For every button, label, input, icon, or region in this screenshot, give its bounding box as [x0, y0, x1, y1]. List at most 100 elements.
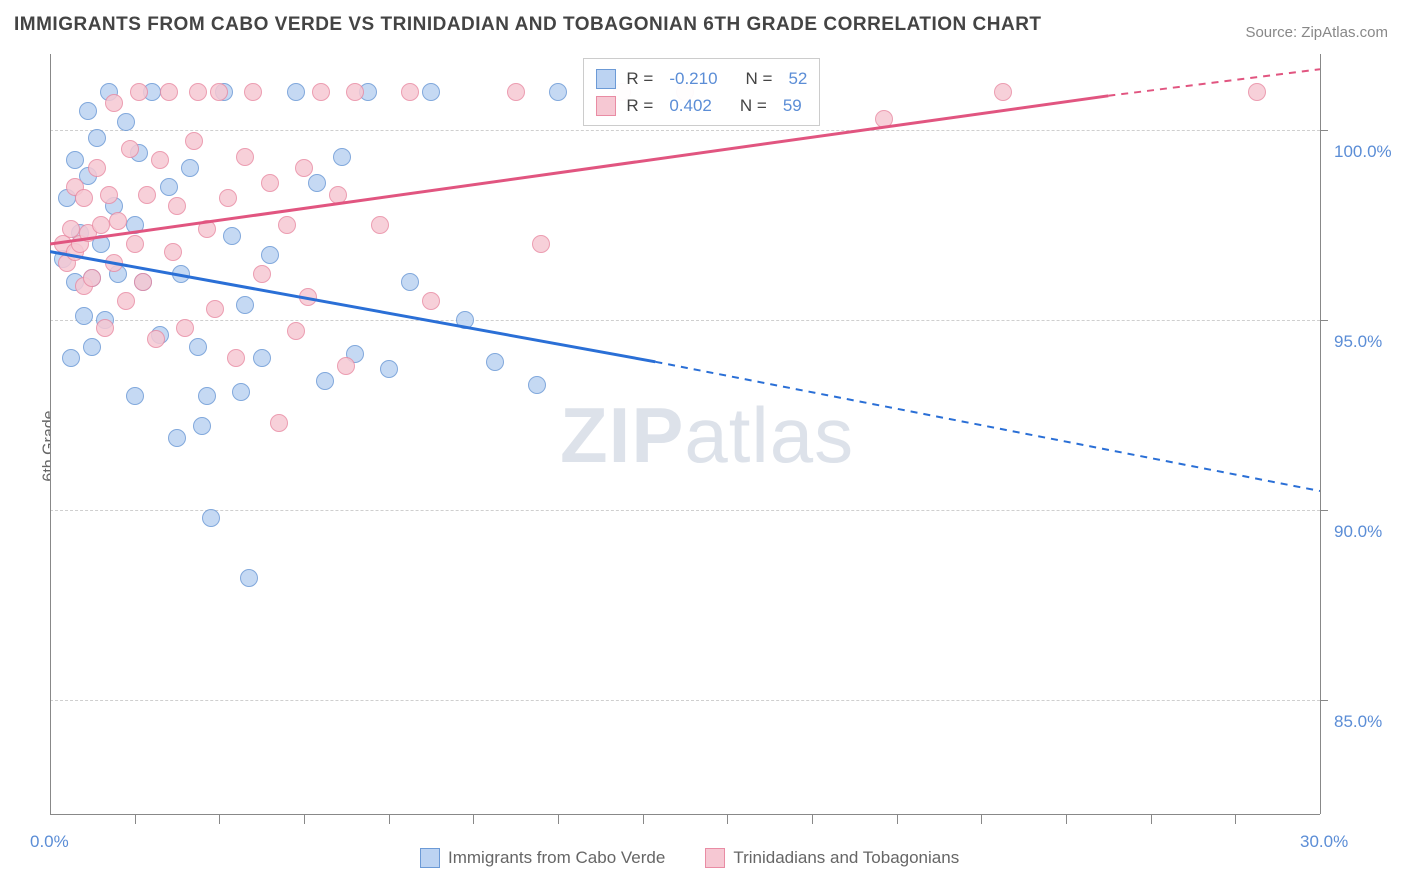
- y-tick-label: 85.0%: [1334, 712, 1382, 732]
- scatter-point: [287, 83, 305, 101]
- x-tick: [1066, 814, 1067, 824]
- scatter-point: [138, 186, 156, 204]
- legend-r-value: 0.402: [669, 92, 712, 119]
- scatter-point: [134, 273, 152, 291]
- gridline: [50, 510, 1320, 511]
- correlation-legend: R = -0.210N = 52R = 0.402 N = 59: [583, 58, 820, 126]
- x-tick: [897, 814, 898, 824]
- legend-n-value: 52: [788, 65, 807, 92]
- scatter-point: [261, 174, 279, 192]
- scatter-point: [371, 216, 389, 234]
- legend-row: R = -0.210N = 52: [596, 65, 807, 92]
- x-tick: [727, 814, 728, 824]
- scatter-point: [422, 292, 440, 310]
- source-attribution: Source: ZipAtlas.com: [1245, 24, 1388, 41]
- plot-area: 85.0%90.0%95.0%100.0%0.0%30.0%: [50, 54, 1320, 814]
- scatter-point: [109, 212, 127, 230]
- y-tick: [1320, 130, 1328, 131]
- scatter-point: [117, 292, 135, 310]
- scatter-point: [75, 307, 93, 325]
- scatter-point: [185, 132, 203, 150]
- x-tick: [135, 814, 136, 824]
- scatter-point: [875, 110, 893, 128]
- scatter-point: [126, 216, 144, 234]
- legend-n-label: N =: [746, 65, 773, 92]
- scatter-point: [189, 338, 207, 356]
- x-axis: [50, 814, 1320, 815]
- legend-r-label: R =: [626, 92, 653, 119]
- x-tick: [1235, 814, 1236, 824]
- scatter-point: [100, 186, 118, 204]
- y-tick-label: 95.0%: [1334, 332, 1382, 352]
- scatter-point: [223, 227, 241, 245]
- scatter-point: [244, 83, 262, 101]
- scatter-point: [528, 376, 546, 394]
- scatter-point: [422, 83, 440, 101]
- y-tick: [1320, 510, 1328, 511]
- scatter-point: [236, 148, 254, 166]
- scatter-point: [75, 189, 93, 207]
- scatter-point: [337, 357, 355, 375]
- legend-swatch: [705, 848, 725, 868]
- scatter-point: [79, 102, 97, 120]
- scatter-point: [253, 265, 271, 283]
- scatter-point: [380, 360, 398, 378]
- scatter-point: [401, 83, 419, 101]
- scatter-point: [126, 235, 144, 253]
- scatter-point: [202, 509, 220, 527]
- scatter-point: [308, 174, 326, 192]
- scatter-point: [227, 349, 245, 367]
- legend-n-label: N =: [740, 92, 767, 119]
- scatter-point: [346, 83, 364, 101]
- scatter-point: [507, 83, 525, 101]
- chart-container: IMMIGRANTS FROM CABO VERDE VS TRINIDADIA…: [0, 0, 1406, 892]
- legend-r-label: R =: [626, 65, 653, 92]
- scatter-point: [130, 83, 148, 101]
- scatter-point: [172, 265, 190, 283]
- scatter-point: [295, 159, 313, 177]
- scatter-point: [333, 148, 351, 166]
- scatter-point: [329, 186, 347, 204]
- scatter-point: [105, 94, 123, 112]
- scatter-point: [168, 197, 186, 215]
- x-tick-label: 30.0%: [1300, 832, 1348, 852]
- scatter-point: [121, 140, 139, 158]
- legend-swatch: [420, 848, 440, 868]
- scatter-point: [232, 383, 250, 401]
- legend-n-value: 59: [783, 92, 802, 119]
- scatter-point: [62, 349, 80, 367]
- scatter-point: [88, 159, 106, 177]
- scatter-point: [261, 246, 279, 264]
- scatter-point: [176, 319, 194, 337]
- scatter-point: [160, 178, 178, 196]
- y-tick: [1320, 320, 1328, 321]
- y-axis: [50, 54, 51, 814]
- x-tick: [812, 814, 813, 824]
- scatter-point: [549, 83, 567, 101]
- legend-swatch: [596, 96, 616, 116]
- scatter-point: [316, 372, 334, 390]
- x-tick: [1151, 814, 1152, 824]
- scatter-point: [168, 429, 186, 447]
- scatter-point: [206, 300, 224, 318]
- series-legend-item: Trinidadians and Tobagonians: [705, 848, 959, 868]
- scatter-point: [160, 83, 178, 101]
- scatter-point: [198, 387, 216, 405]
- scatter-point: [117, 113, 135, 131]
- scatter-point: [1248, 83, 1266, 101]
- scatter-point: [83, 269, 101, 287]
- series-name: Trinidadians and Tobagonians: [733, 848, 959, 868]
- scatter-point: [96, 319, 114, 337]
- gridline: [50, 700, 1320, 701]
- scatter-point: [83, 338, 101, 356]
- scatter-point: [456, 311, 474, 329]
- scatter-point: [189, 83, 207, 101]
- x-tick: [219, 814, 220, 824]
- x-tick: [981, 814, 982, 824]
- x-tick: [473, 814, 474, 824]
- x-tick: [643, 814, 644, 824]
- x-tick: [389, 814, 390, 824]
- scatter-point: [287, 322, 305, 340]
- scatter-point: [164, 243, 182, 261]
- scatter-point: [312, 83, 330, 101]
